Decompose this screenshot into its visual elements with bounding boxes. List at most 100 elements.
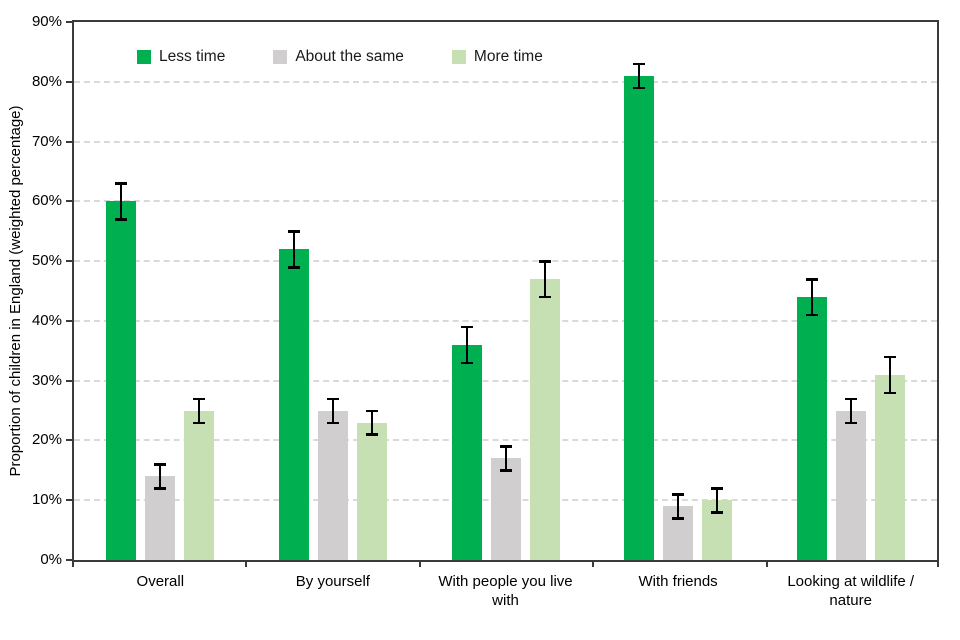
error-bar [292,231,295,268]
error-bar-cap [883,355,896,359]
error-bar [543,261,546,297]
error-bar-cap [154,463,167,466]
error-bar-cap [633,62,646,66]
y-tick-mark [66,319,72,322]
error-bar-cap [499,445,512,448]
error-bar [370,410,373,435]
y-tick-mark [66,439,72,442]
y-tick-mark [66,140,72,143]
error-bar-cap [326,397,339,401]
legend-item: More time [451,48,543,66]
legend-label: About the same [295,48,404,65]
y-tick-mark [66,499,72,502]
error-bar-cap [460,325,473,329]
error-bar [504,446,507,471]
error-bar-cap [154,487,167,490]
bar-less-time [278,249,309,560]
error-bar-cap [460,361,473,365]
bar-more-time [529,279,560,560]
x-tick-mark [937,560,939,567]
error-bar-cap [499,469,512,472]
y-tick-label: 60% [31,192,62,210]
error-bar-cap [326,421,339,424]
legend-label: Less time [159,48,226,65]
bar-about-the-same [145,476,176,560]
bar-more-time [184,410,215,560]
y-tick-mark [66,379,72,382]
error-bar-cap [672,493,685,496]
error-bar [716,488,719,513]
x-tick-mark [72,560,74,567]
error-bar-cap [193,397,206,401]
error-bar-cap [365,409,378,413]
plot-area: Less time About the same More time [72,20,939,562]
error-bar [638,63,641,88]
gridline [74,80,937,83]
error-bar-cap [287,230,300,233]
error-bar-cap [844,397,857,401]
error-bar-cap [711,487,724,490]
y-tick-label: 90% [31,13,62,30]
error-bar [120,183,123,220]
error-bar-cap [538,295,551,299]
x-tick-mark [592,560,595,567]
y-axis-title: Proportion of children in England (weigh… [7,105,24,477]
category-label: With people you live with [438,573,573,609]
bar-about-the-same [317,410,348,560]
legend-swatch-icon [273,50,288,64]
y-tick-label: 40% [31,311,62,329]
y-tick-mark [66,80,72,83]
y-tick-label: 30% [31,371,62,389]
y-tick-label: 10% [31,491,62,509]
x-tick-mark [245,560,248,567]
bar-about-the-same [835,410,866,560]
bar-about-the-same [490,458,521,560]
error-bar-cap [711,511,724,514]
error-bar-cap [633,86,646,90]
gridline [74,140,937,143]
y-tick-mark [66,559,72,561]
gridline [74,260,937,263]
gridline [74,319,937,322]
bar-more-time [874,374,905,560]
gridline [74,439,937,442]
error-bar [465,326,468,363]
x-tick-mark [418,560,421,567]
error-bar [159,464,162,489]
error-bar-cap [115,218,128,221]
legend: Less time About the same More time [137,48,543,66]
bar-more-time [356,422,387,560]
gridline [74,200,937,203]
error-bar-cap [538,260,551,263]
legend-label: More time [473,48,543,65]
y-tick-mark [66,260,72,263]
y-tick-label: 50% [31,252,62,270]
error-bar-cap [844,421,857,424]
gridline [74,379,937,382]
y-tick-label: 80% [31,72,62,90]
error-bar [849,398,852,423]
error-bar-cap [193,421,206,424]
error-bar [810,279,813,315]
error-bar-cap [365,433,378,436]
x-tick-mark [765,560,768,567]
bar-less-time [624,75,655,560]
bar-less-time [796,296,827,560]
legend-swatch-icon [137,50,151,64]
bar-less-time [106,201,137,560]
error-bar-cap [805,313,818,317]
error-bar-cap [115,182,128,185]
category-label: Overall [136,573,185,590]
error-bar [888,356,891,393]
error-bar-cap [805,278,818,281]
error-bar [198,398,201,423]
y-tick-mark [66,200,72,203]
y-tick-label: 70% [31,132,62,150]
category-label: With friends [638,573,718,590]
error-bar-cap [287,266,300,269]
error-bar [677,494,680,519]
category-label: Looking at wildlife / nature [787,573,915,609]
y-tick-label: 20% [31,431,62,449]
y-tick-label: 0% [40,551,62,568]
